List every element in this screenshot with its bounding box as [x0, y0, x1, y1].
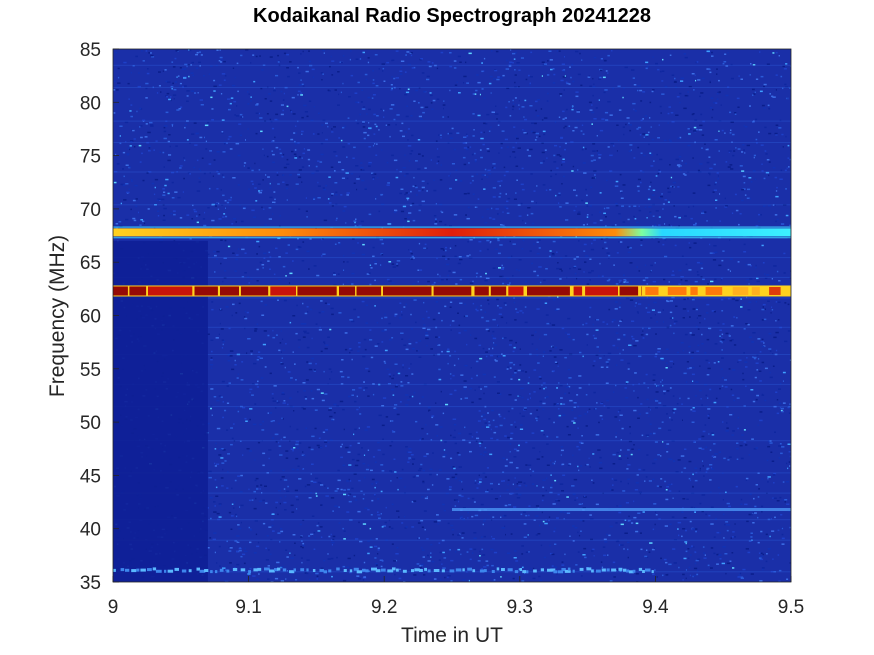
x-tick-label: 9.1	[235, 597, 261, 618]
weak-band-36mhz	[113, 567, 654, 574]
x-axis-label: Time in UT	[401, 624, 503, 647]
y-tick-label: 50	[80, 413, 101, 434]
y-tick-label: 80	[80, 93, 101, 114]
y-tick-label: 70	[80, 200, 101, 221]
x-tick-label: 9.5	[778, 597, 804, 618]
x-tick-label: 9.3	[507, 597, 533, 618]
y-tick-label: 60	[80, 307, 101, 328]
y-axis-label: Frequency (MHz)	[46, 235, 69, 397]
chart-title: Kodaikanal Radio Spectrograph 20241228	[253, 5, 651, 27]
x-tick-label: 9.4	[642, 597, 669, 618]
low-signal-region	[113, 240, 208, 582]
y-tick-label: 75	[80, 147, 101, 168]
y-tick-label: 85	[80, 40, 101, 61]
y-tick-label: 40	[80, 520, 101, 541]
y-tick-label: 45	[80, 466, 101, 487]
y-tick-label: 65	[80, 253, 101, 274]
weak-band-42mhz	[452, 508, 791, 512]
x-tick-label: 9.2	[371, 597, 397, 618]
y-tick-label: 55	[80, 360, 101, 381]
emission-band-62mhz	[113, 285, 791, 297]
plot-area	[113, 49, 791, 582]
y-tick-label: 35	[80, 573, 101, 594]
emission-band-68mhz	[113, 228, 791, 237]
striations	[113, 64, 791, 573]
x-tick-label: 9	[108, 597, 119, 618]
axes: 9 9.1 9.2 9.3 9.4 9.5 35 40 45 50 55 60 65 70 75 80 85	[80, 40, 804, 618]
